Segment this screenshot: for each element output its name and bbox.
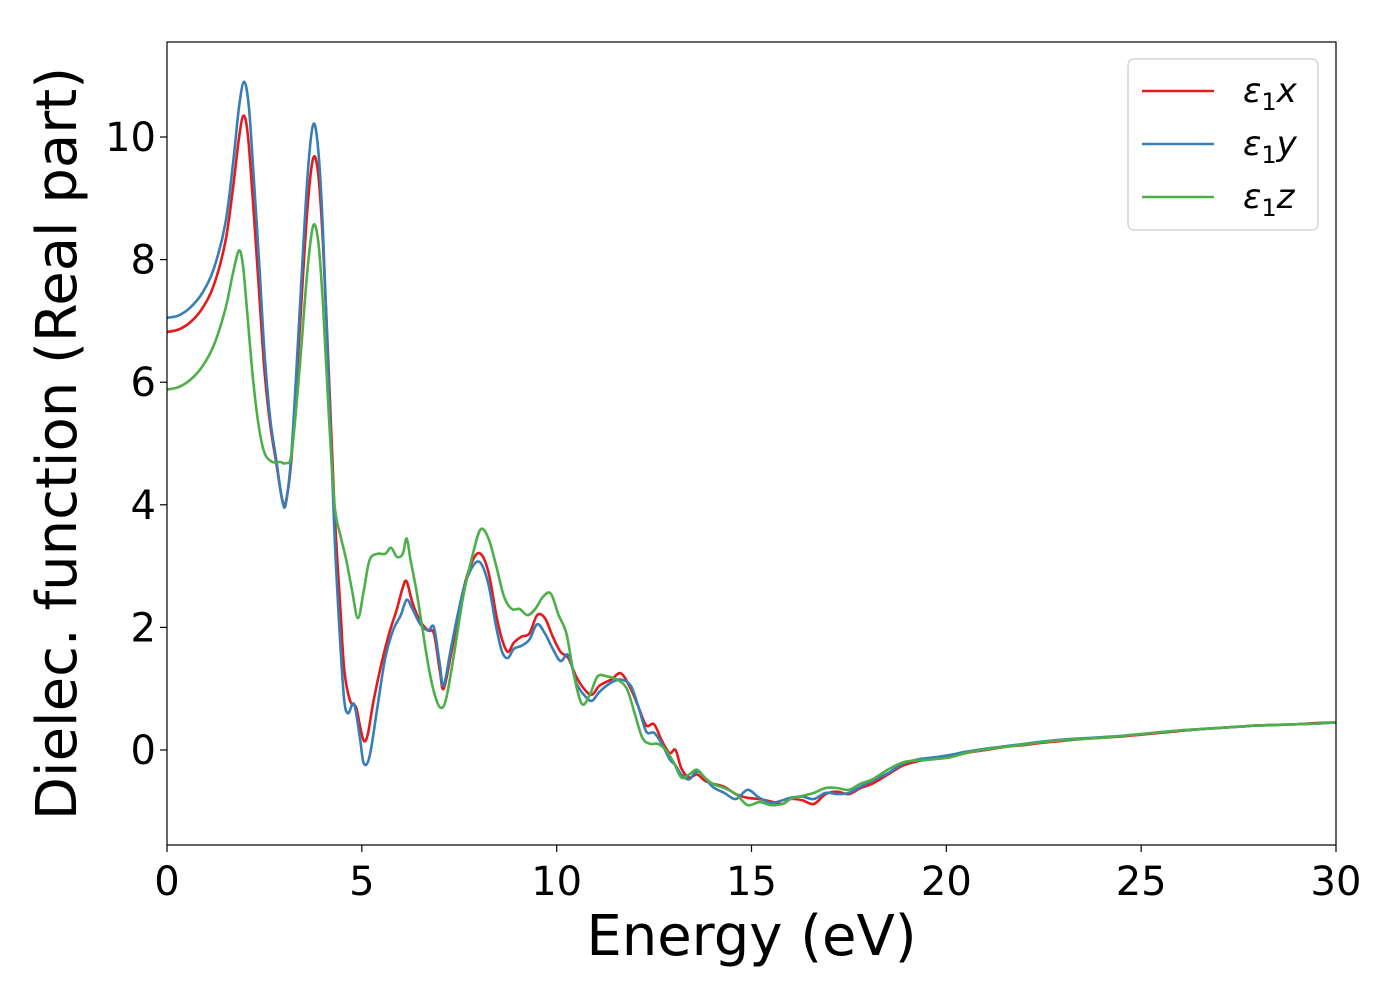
y-tick-label: 2: [131, 605, 156, 651]
x-tick-label: 25: [1116, 859, 1167, 905]
x-tick-label: 0: [154, 859, 179, 905]
x-axis: 0 5 10 15 20 25 30: [154, 845, 1361, 905]
series-layer: [167, 80, 1336, 807]
y-tick-label: 4: [131, 483, 156, 529]
x-axis-title: Energy (eV): [586, 904, 916, 969]
x-tick-label: 15: [726, 859, 777, 905]
y-tick-label: 10: [105, 115, 156, 161]
series-line-y: [167, 80, 1336, 805]
y-axis-title: Dielec. function (Real part): [25, 67, 90, 820]
x-tick-label: 10: [531, 859, 582, 905]
legend: ε1x ε1y ε1z: [1127, 58, 1319, 231]
y-tick-label: 0: [131, 728, 156, 774]
series-line-z: [167, 223, 1336, 807]
y-axis: 0 2 4 6 8 10: [105, 115, 167, 774]
x-tick-label: 30: [1311, 859, 1362, 905]
legend-label-x: ε1x: [1243, 71, 1298, 116]
legend-label-z: ε1z: [1243, 177, 1296, 222]
legend-box: [1127, 58, 1319, 231]
x-tick-label: 5: [349, 859, 374, 905]
y-tick-label: 8: [131, 238, 156, 284]
y-tick-label: 6: [131, 360, 156, 406]
legend-label-y: ε1y: [1243, 124, 1298, 169]
x-tick-label: 20: [921, 859, 972, 905]
